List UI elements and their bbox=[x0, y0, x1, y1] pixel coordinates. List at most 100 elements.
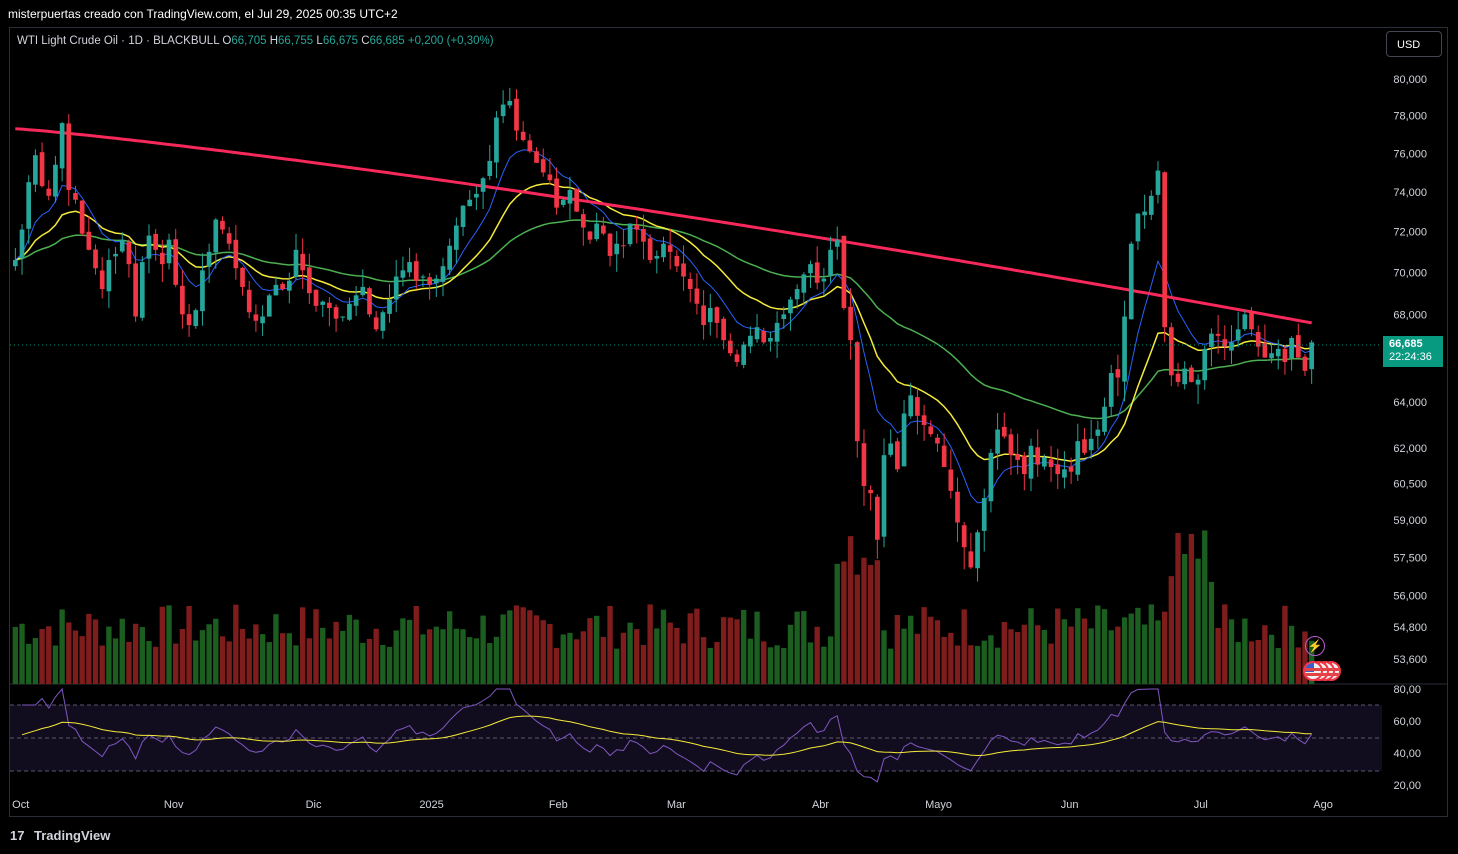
volume-bar bbox=[1008, 629, 1014, 684]
candle-body bbox=[520, 131, 526, 141]
volume-bar bbox=[607, 605, 613, 684]
candle-body bbox=[707, 307, 713, 323]
volume-bar bbox=[1202, 530, 1208, 684]
candle-body bbox=[400, 270, 406, 278]
candle-body bbox=[761, 330, 767, 343]
candle-body bbox=[1082, 439, 1087, 453]
candle-body bbox=[226, 233, 232, 244]
lightning-icon[interactable]: ⚡ bbox=[1305, 636, 1325, 656]
candle-body bbox=[180, 285, 185, 315]
volume-bar bbox=[1028, 608, 1034, 684]
volume-bar bbox=[1021, 624, 1028, 684]
last-price-tag: 66,685 22:24:36 bbox=[1383, 336, 1443, 367]
candle-body bbox=[1175, 373, 1181, 382]
candle-body bbox=[46, 188, 52, 196]
volume-bar bbox=[961, 609, 967, 684]
candle-body bbox=[333, 307, 339, 319]
candle-body bbox=[701, 305, 706, 326]
volume-bar bbox=[600, 636, 607, 684]
volume-bar bbox=[567, 632, 573, 684]
candle-body bbox=[220, 220, 225, 230]
volume-bar bbox=[467, 637, 473, 684]
open-value: 66,705 bbox=[231, 35, 267, 47]
volume-bar bbox=[186, 605, 192, 684]
volume-bar bbox=[908, 615, 914, 684]
volume-bar bbox=[333, 621, 339, 684]
candle-body bbox=[193, 310, 199, 327]
low-label: L bbox=[316, 35, 323, 47]
candle-body bbox=[213, 219, 219, 253]
candle-body bbox=[1108, 373, 1114, 407]
change-value: +0,200 (+0,30%) bbox=[407, 35, 494, 47]
volume-bar bbox=[881, 630, 887, 684]
volume-bar bbox=[79, 636, 85, 684]
volume-bar bbox=[834, 563, 840, 684]
volume-bar bbox=[246, 638, 252, 684]
tradingview-logo[interactable]: 17 TradingView bbox=[10, 828, 110, 843]
candle-body bbox=[1128, 243, 1134, 320]
volume-bar bbox=[1041, 630, 1048, 684]
candle-body bbox=[935, 437, 940, 444]
candle-body bbox=[1242, 314, 1248, 330]
symbol-legend[interactable]: WTI Light Crude Oil · 1D · BLACKBULL O66… bbox=[17, 35, 494, 47]
volume-bar bbox=[794, 611, 800, 684]
volume-bar bbox=[854, 574, 860, 684]
open-label: O bbox=[222, 35, 232, 47]
time-tick-label: Abr bbox=[812, 799, 829, 811]
volume-bar bbox=[841, 561, 847, 684]
candle-body bbox=[574, 188, 579, 212]
candle-body bbox=[828, 249, 833, 276]
volume-bar bbox=[266, 642, 272, 684]
time-tick-label: Jun bbox=[1061, 799, 1079, 811]
candle-body bbox=[748, 335, 753, 347]
volume-bar bbox=[807, 642, 814, 684]
candle-body bbox=[674, 255, 680, 267]
candle-body bbox=[1035, 447, 1041, 465]
candle-body bbox=[627, 223, 633, 245]
volume-bar bbox=[614, 648, 620, 684]
volume-bar bbox=[360, 642, 366, 684]
candle-body bbox=[754, 327, 760, 340]
candle-body bbox=[340, 316, 346, 318]
volume-bar bbox=[386, 646, 393, 684]
candle-body bbox=[1168, 327, 1174, 376]
candle-body bbox=[661, 243, 666, 258]
tradingview-mark-icon: 17 bbox=[10, 828, 25, 843]
currency-button[interactable]: USD bbox=[1386, 31, 1442, 57]
candle-body bbox=[641, 228, 646, 242]
symbol-name: WTI Light Crude Oil · 1D · BLACKBULL bbox=[17, 35, 220, 47]
economic-events-icon[interactable] bbox=[1303, 661, 1345, 681]
volume-bar bbox=[1295, 647, 1301, 684]
volume-bar bbox=[861, 557, 867, 684]
volume-bar bbox=[152, 646, 159, 684]
volume-bar bbox=[988, 635, 994, 684]
candle-body bbox=[580, 214, 586, 228]
candle-body bbox=[13, 260, 18, 267]
volume-bar bbox=[867, 564, 874, 684]
volume-bar bbox=[253, 624, 259, 684]
candle-body bbox=[260, 316, 265, 324]
price-tick-label: 68,000 bbox=[1393, 309, 1427, 321]
candle-body bbox=[293, 249, 299, 277]
candle-body bbox=[981, 498, 987, 531]
volume-bar bbox=[286, 633, 292, 684]
volume-bar bbox=[193, 640, 199, 684]
candle-body bbox=[687, 278, 693, 290]
volume-bar bbox=[948, 632, 954, 684]
rsi-tick-label: 40,00 bbox=[1393, 748, 1421, 760]
volume-bar bbox=[1148, 604, 1154, 684]
volume-bar bbox=[19, 623, 25, 684]
volume-bar bbox=[654, 628, 660, 684]
volume-bar bbox=[1161, 611, 1168, 684]
volume-bar bbox=[647, 604, 653, 684]
candle-body bbox=[527, 140, 533, 152]
volume-bar bbox=[326, 638, 333, 684]
volume-bar bbox=[660, 609, 667, 684]
volume-bar bbox=[72, 630, 79, 684]
candle-body bbox=[961, 525, 967, 548]
candle-body bbox=[901, 413, 907, 467]
candle-body bbox=[413, 261, 419, 281]
volume-bar bbox=[767, 647, 774, 684]
volume-bar bbox=[1001, 621, 1007, 684]
